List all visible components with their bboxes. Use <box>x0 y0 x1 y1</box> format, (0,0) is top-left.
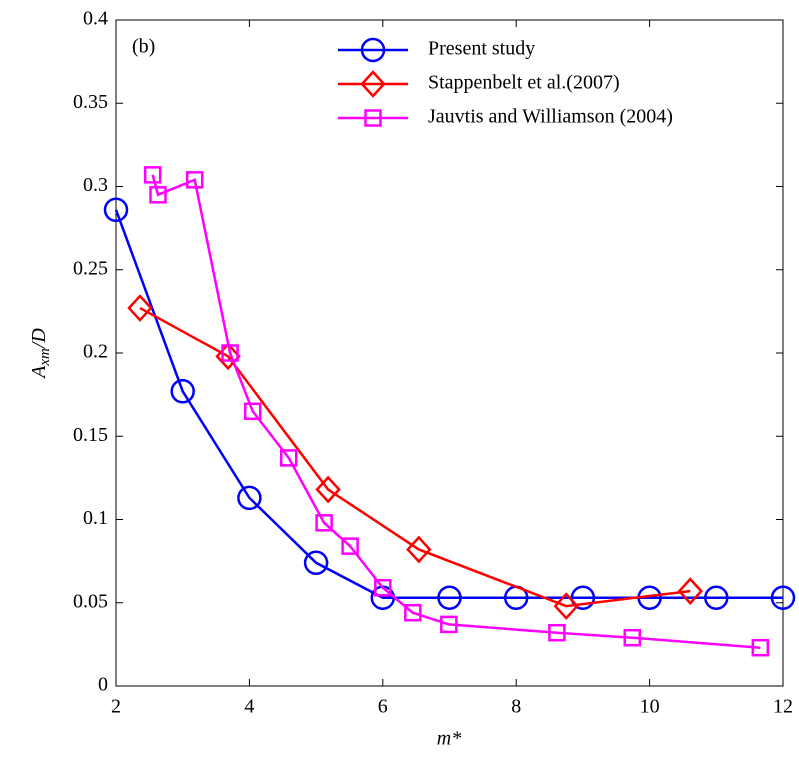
y-tick-label: 0.05 <box>73 590 108 612</box>
marker <box>751 638 770 657</box>
marker <box>303 550 329 576</box>
legend-marker <box>364 109 382 127</box>
marker <box>315 514 333 532</box>
marker <box>237 485 262 511</box>
marker <box>704 585 729 611</box>
y-label-rest: /D <box>28 328 50 350</box>
marker <box>548 623 566 642</box>
marker <box>404 603 422 622</box>
y-tick-label: 0.1 <box>83 507 108 529</box>
marker <box>143 166 162 184</box>
marker <box>243 402 262 421</box>
y-tick-label: 0.2 <box>83 341 108 363</box>
y-axis-label: Axm/D <box>28 328 54 380</box>
y-tick-label: 0 <box>98 674 108 696</box>
marker <box>770 585 796 611</box>
marker <box>215 342 241 371</box>
x-axis-label: m* <box>437 728 461 750</box>
series-line <box>139 306 691 608</box>
y-tick-label: 0.25 <box>73 257 108 279</box>
marker <box>437 585 462 611</box>
marker <box>406 535 432 564</box>
y-tick-label: 0.3 <box>83 174 108 196</box>
marker <box>623 628 642 647</box>
marker <box>440 615 458 634</box>
marker <box>677 577 703 605</box>
y-label-sub: xm <box>37 348 53 367</box>
legend-label: Stappenbelt et al.(2007) <box>428 72 620 94</box>
marker <box>280 449 298 467</box>
marker <box>149 186 167 204</box>
series-line <box>151 174 761 649</box>
marker <box>185 171 204 189</box>
marker <box>341 537 359 555</box>
x-tick-label: 2 <box>111 696 121 718</box>
marker <box>170 379 195 404</box>
y-label-main: A <box>28 365 50 380</box>
legend-label: Present study <box>428 38 535 60</box>
marker <box>221 344 239 362</box>
x-tick-label: 6 <box>378 696 388 718</box>
marker <box>553 592 579 620</box>
legend-marker <box>360 70 386 98</box>
marker <box>127 294 153 322</box>
y-tick-label: 0.4 <box>83 8 108 30</box>
series-line <box>114 209 783 600</box>
legend-marker <box>360 37 386 63</box>
marker <box>374 579 392 597</box>
x-tick-label: 10 <box>640 696 660 718</box>
x-tick-label: 12 <box>773 696 793 718</box>
legend-label: Jauvtis and Williamson (2004) <box>428 106 673 128</box>
annotation: (b) <box>132 36 155 58</box>
y-tick-label: 0.35 <box>73 91 108 113</box>
y-tick-label: 0.15 <box>73 424 108 446</box>
marker <box>315 475 341 504</box>
x-tick-label: 4 <box>244 696 254 718</box>
marker <box>570 585 596 611</box>
marker <box>103 197 129 223</box>
x-tick-label: 8 <box>511 696 521 718</box>
